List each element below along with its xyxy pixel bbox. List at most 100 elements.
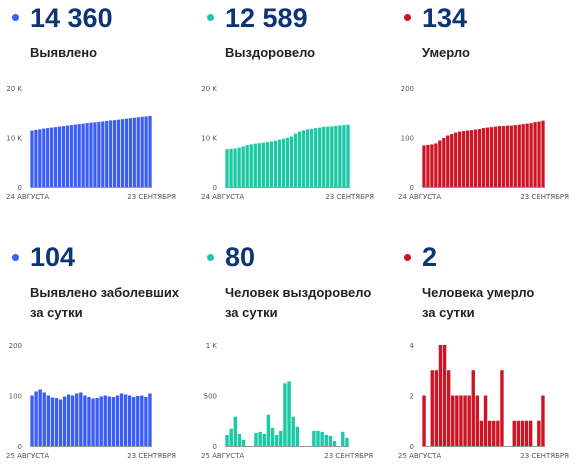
bar (462, 131, 466, 187)
stat-label: Выявлено (30, 45, 98, 60)
bar (42, 128, 46, 187)
bar (322, 126, 326, 187)
bar (438, 140, 442, 187)
bar (338, 125, 342, 187)
bar (287, 381, 291, 446)
bar (132, 117, 136, 187)
legend-dot-icon (207, 14, 214, 21)
bar (324, 434, 328, 446)
stat-label: Человек выздоровело (225, 285, 372, 300)
bar (61, 126, 66, 187)
bar (310, 128, 314, 187)
bar (489, 127, 494, 187)
bar (107, 396, 111, 446)
stat-label: Человека умерло (422, 285, 535, 300)
stat-label: за сутки (225, 305, 278, 320)
bar (306, 129, 310, 187)
bar-chart: 0 500 1 K 25 АВГУСТА 23 СЕНТЯБРЯ (201, 342, 373, 460)
bar (422, 145, 426, 187)
bar (295, 426, 300, 446)
bar (512, 420, 516, 446)
bar (241, 439, 246, 446)
bar (501, 126, 505, 187)
y-tick-label: 10 K (201, 135, 217, 143)
x-end-label: 23 СЕНТЯБРЯ (520, 193, 569, 201)
bar (101, 121, 105, 187)
bar (345, 437, 349, 446)
bar (53, 127, 58, 187)
bar (58, 399, 63, 446)
bar (136, 396, 140, 446)
bar (487, 420, 492, 446)
bar (266, 414, 271, 446)
bar (89, 122, 93, 187)
bar (144, 116, 148, 187)
x-end-label: 23 СЕНТЯБРЯ (324, 452, 373, 460)
bar (524, 420, 529, 446)
legend-dot-icon (404, 254, 411, 261)
bar (71, 395, 75, 446)
bar (471, 370, 475, 446)
bar (466, 130, 470, 187)
bar (529, 123, 533, 187)
bar (225, 434, 229, 446)
bar (229, 148, 233, 187)
bar (291, 416, 295, 446)
bar (285, 137, 290, 187)
bar (520, 420, 525, 446)
x-start-label: 25 АВГУСТА (398, 452, 441, 460)
bar (57, 126, 62, 187)
bar (77, 124, 81, 187)
bar (446, 135, 450, 187)
bar-chart: 0 10 K 20 K 24 АВГУСТА 23 СЕНТЯБРЯ (201, 85, 374, 201)
bar (277, 139, 282, 187)
bar (430, 370, 434, 446)
bar-chart: 0 100 200 25 АВГУСТА 23 СЕНТЯБРЯ (6, 342, 176, 460)
stat-label: Выявлено заболевших (30, 285, 180, 300)
bar (237, 147, 241, 187)
bar (467, 395, 471, 446)
bar (30, 130, 34, 187)
bar (274, 434, 279, 446)
bar (314, 128, 318, 187)
bar (446, 370, 451, 446)
bar (83, 395, 87, 446)
bar (473, 129, 478, 187)
bar (312, 430, 316, 446)
bar (115, 395, 120, 446)
bar (120, 119, 125, 187)
stat-value: 14 360 (30, 3, 113, 33)
bar (458, 131, 462, 187)
bar (34, 391, 38, 446)
y-tick-label: 2 (410, 393, 414, 401)
bar (533, 122, 537, 187)
bar (105, 120, 109, 187)
bar (262, 433, 266, 446)
bar (54, 398, 59, 446)
y-tick-label: 0 (410, 443, 414, 451)
bar (265, 142, 269, 187)
bar (454, 132, 458, 187)
bar (497, 126, 502, 187)
bar (269, 141, 274, 187)
bar (541, 120, 545, 187)
bar (332, 440, 337, 446)
bar (316, 430, 320, 446)
bar (111, 397, 116, 446)
bar (119, 393, 124, 446)
bar (469, 130, 474, 187)
bar (485, 127, 490, 187)
y-tick-label: 0 (213, 184, 217, 192)
legend-dot-icon (404, 14, 411, 21)
bar (328, 435, 333, 446)
bar (341, 431, 345, 446)
stat-value: 134 (422, 3, 468, 33)
bar (513, 125, 517, 188)
bar (505, 125, 509, 187)
bar (132, 397, 136, 446)
bar (233, 148, 237, 187)
bar (75, 393, 79, 446)
stat-label: Выздоровело (225, 45, 316, 60)
x-end-label: 23 СЕНТЯБРЯ (325, 193, 374, 201)
bar (46, 128, 50, 187)
